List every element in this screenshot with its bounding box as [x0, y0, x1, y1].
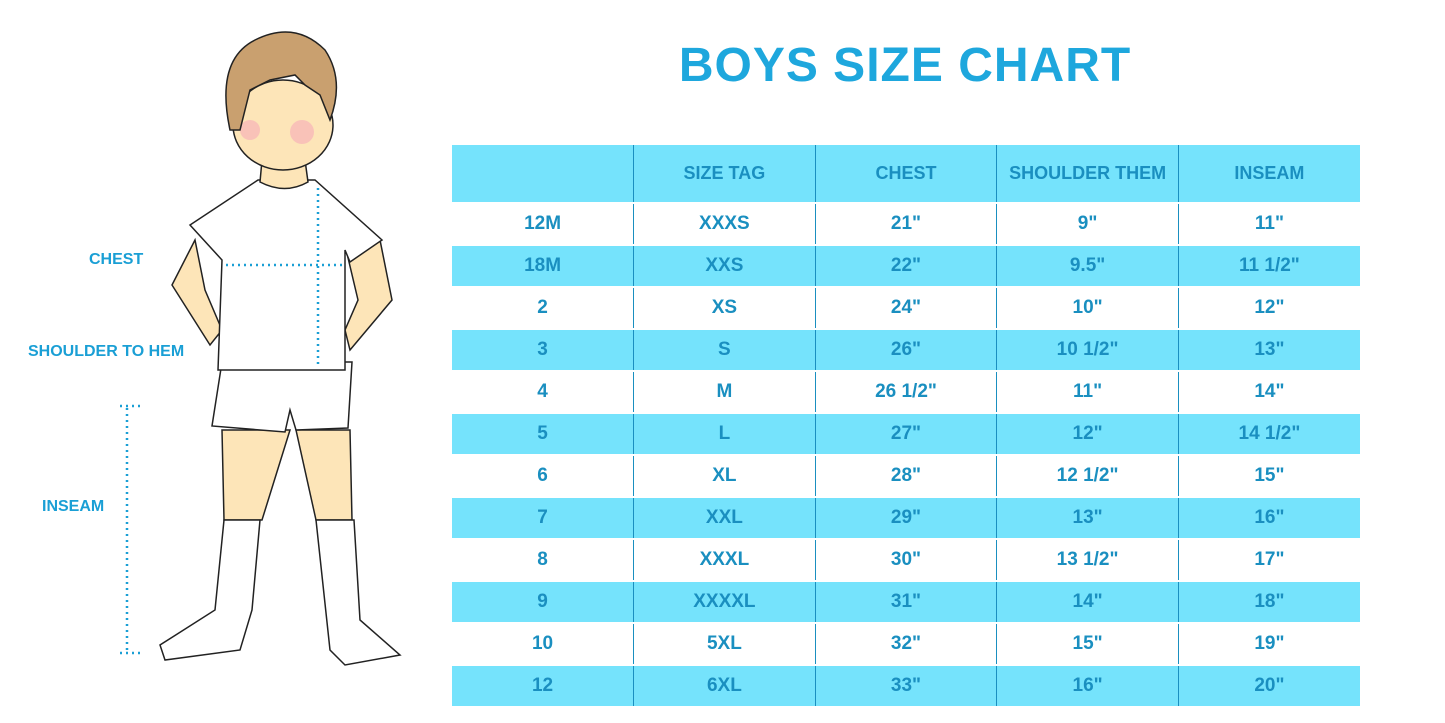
header-cell: CHEST	[814, 145, 997, 203]
table-cell: 12"	[1177, 286, 1360, 329]
table-row: 10 5XL 32" 15" 19"	[452, 622, 1360, 665]
header-cell: INSEAM	[1177, 145, 1360, 203]
table-cell: 11"	[1177, 202, 1360, 245]
table-cell: XXXL	[633, 538, 816, 581]
table-cell: 13 1/2"	[996, 538, 1179, 581]
table-cell: 26 1/2"	[814, 370, 997, 413]
table-cell: 31"	[814, 580, 997, 623]
table-cell: 33"	[814, 664, 997, 706]
table-cell: 16"	[1177, 496, 1360, 539]
table-cell: 14"	[996, 580, 1179, 623]
table-cell: XL	[633, 454, 816, 497]
boy-illustration	[120, 31, 402, 666]
table-cell: XXL	[633, 496, 816, 539]
table-cell: 22"	[814, 244, 997, 287]
size-chart-table: SIZE TAG CHEST SHOULDER THEM INSEAM 12M X…	[452, 145, 1360, 706]
table-cell: 20"	[1177, 664, 1360, 706]
table-row: 9 XXXXL 31" 14" 18"	[452, 580, 1360, 623]
table-row: 5 L 27" 12" 14 1/2"	[452, 412, 1360, 455]
table-row: 8 XXXL 30" 13 1/2" 17"	[452, 538, 1360, 581]
header-cell: SHOULDER THEM	[996, 145, 1179, 203]
table-cell: 12M	[452, 202, 634, 245]
table-cell: 5XL	[633, 622, 816, 665]
table-cell: 21"	[814, 202, 997, 245]
table-cell: 2	[452, 286, 634, 329]
table-cell: XXXXL	[633, 580, 816, 623]
table-cell: 26"	[814, 328, 997, 371]
table-cell: 27"	[814, 412, 997, 455]
table-row: 7 XXL 29" 13" 16"	[452, 496, 1360, 539]
table-cell: 15"	[996, 622, 1179, 665]
table-row: 3 S 26" 10 1/2" 13"	[452, 328, 1360, 371]
table-cell: 12 1/2"	[996, 454, 1179, 497]
table-cell: 29"	[814, 496, 997, 539]
table-cell: 4	[452, 370, 634, 413]
table-cell: 6XL	[633, 664, 816, 706]
table-cell: 14 1/2"	[1177, 412, 1360, 455]
table-row: 18M XXS 22" 9.5" 11 1/2"	[452, 244, 1360, 287]
table-cell: 8	[452, 538, 634, 581]
table-cell: 18"	[1177, 580, 1360, 623]
page-title: BOYS SIZE CHART	[678, 39, 1132, 92]
table-row: 6 XL 28" 12 1/2" 15"	[452, 454, 1360, 497]
table-cell: 32"	[814, 622, 997, 665]
table-cell: 18M	[452, 244, 634, 287]
table-cell: 9"	[996, 202, 1179, 245]
table-row: 12 6XL 33" 16" 20"	[452, 664, 1360, 706]
table-cell: L	[633, 412, 816, 455]
header-cell: SIZE TAG	[633, 145, 816, 203]
table-row: 2 XS 24" 10" 12"	[452, 286, 1360, 329]
table-cell: M	[633, 370, 816, 413]
table-cell: XXXS	[633, 202, 816, 245]
table-cell: 24"	[814, 286, 997, 329]
header-row: SIZE TAG CHEST SHOULDER THEM INSEAM	[452, 145, 1360, 203]
table-cell: 5	[452, 412, 634, 455]
table-cell: 28"	[814, 454, 997, 497]
table-cell: 10 1/2"	[996, 328, 1179, 371]
table-cell: 7	[452, 496, 634, 539]
table-cell: 15"	[1177, 454, 1360, 497]
shoulder-to-hem-label: SHOULDER TO HEM	[28, 343, 185, 360]
table-cell: 6	[452, 454, 634, 497]
table-cell: 10"	[996, 286, 1179, 329]
table-cell: 13"	[996, 496, 1179, 539]
table-cell: 12"	[996, 412, 1179, 455]
inseam-label: INSEAM	[42, 498, 105, 515]
table-cell: 13"	[1177, 328, 1360, 371]
table-row: 12M XXXS 21" 9" 11"	[452, 202, 1360, 245]
table-cell: 9	[452, 580, 634, 623]
table-cell: 30"	[814, 538, 997, 581]
table-cell: 3	[452, 328, 634, 371]
table-row: 4 M 26 1/2" 11" 14"	[452, 370, 1360, 413]
table-cell: 10	[452, 622, 634, 665]
table-cell: XXS	[633, 244, 816, 287]
table-cell: S	[633, 328, 816, 371]
table-cell: 19"	[1177, 622, 1360, 665]
header-cell	[452, 145, 634, 203]
chest-label: CHEST	[89, 251, 144, 268]
table-cell: XS	[633, 286, 816, 329]
table-cell: 9.5"	[996, 244, 1179, 287]
table-cell: 14"	[1177, 370, 1360, 413]
table-cell: 16"	[996, 664, 1179, 706]
table-cell: 17"	[1177, 538, 1360, 581]
table-cell: 11 1/2"	[1177, 244, 1360, 287]
table-cell: 12	[452, 664, 634, 706]
table-cell: 11"	[996, 370, 1179, 413]
